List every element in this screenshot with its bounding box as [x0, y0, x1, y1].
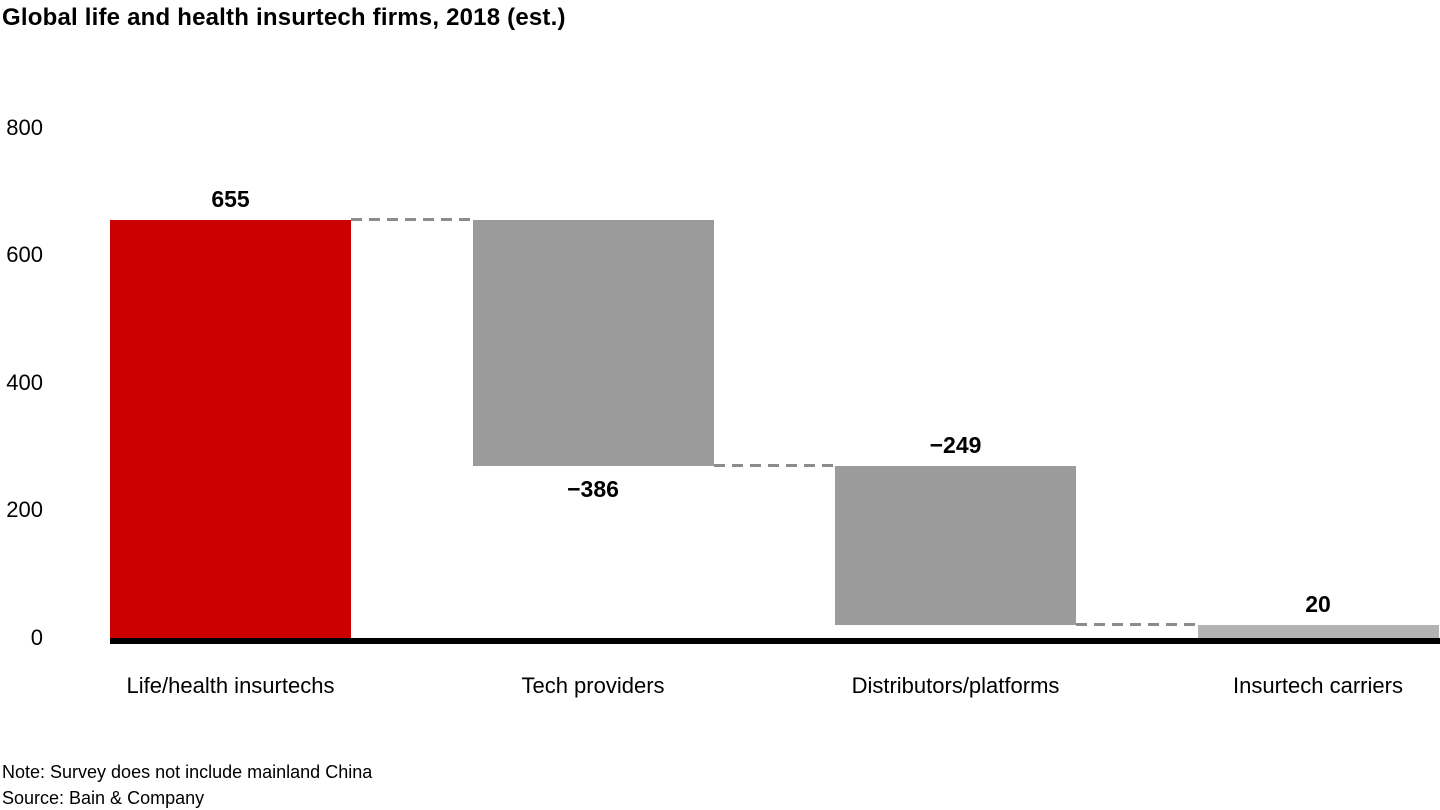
y-tick-label-600: 600 — [6, 242, 43, 268]
value-label-distributors-platforms: −249 — [929, 432, 982, 459]
category-label-life-health-insurtechs: Life/health insurtechs — [126, 673, 335, 698]
category-label-insurtech-carriers: Insurtech carriers — [1233, 673, 1403, 698]
category-label-tech-providers: Tech providers — [521, 673, 665, 698]
connector-line-1 — [351, 218, 473, 222]
connector-line-2 — [713, 464, 835, 468]
category-label-distributors-platforms: Distributors/platforms — [851, 673, 1060, 698]
y-tick-label-0: 0 — [30, 625, 43, 650]
connector-line-3 — [1076, 623, 1198, 627]
note-line: Note: Survey does not include mainland C… — [2, 762, 373, 782]
chart-title: Global life and health insurtech firms, … — [2, 4, 566, 31]
value-label-life-health-insurtechs: 655 — [211, 186, 250, 213]
y-tick-label-800: 800 — [6, 114, 43, 140]
value-label-insurtech-carriers: 20 — [1305, 591, 1331, 618]
y-tick-label-200: 200 — [6, 497, 43, 523]
bar-insurtech-carriers — [1197, 625, 1439, 638]
source-line: Source: Bain & Company — [2, 788, 205, 808]
y-tick-label-400: 400 — [6, 369, 43, 395]
x-axis-baseline — [110, 638, 1440, 644]
bar-tech-providers — [472, 220, 714, 467]
bar-distributors-platforms — [835, 466, 1076, 626]
value-label-tech-providers: −386 — [567, 476, 619, 503]
chart-footnotes: Note: Survey does not include mainland C… — [2, 759, 372, 810]
bar-life-health-insurtechs — [110, 220, 351, 638]
